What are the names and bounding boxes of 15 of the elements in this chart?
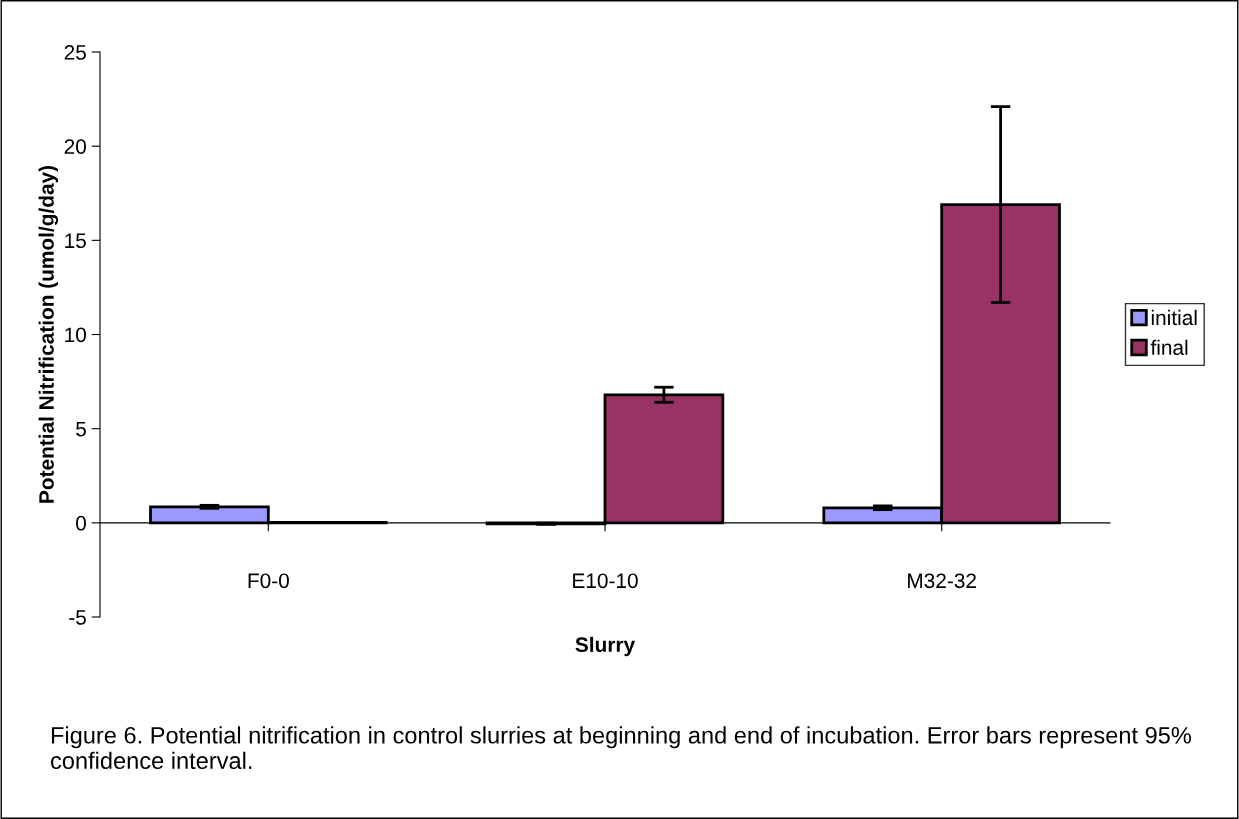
y-tick-label: 25 [64, 45, 86, 60]
x-tick-label: E10-10 [573, 573, 638, 589]
caption: Figure 6. Potential nitrification in control slurries at beginning and end of incubation. Error bars represent 95% confidence interval. [51, 726, 1191, 770]
y-tick-label: 5 [76, 421, 86, 437]
y-axis-title: Potential Nitrification (umol/g/day) [38, 165, 59, 503]
y-tick-label: 0 [76, 515, 86, 531]
y-tick-label: -5 [69, 610, 86, 625]
legend-label: initial [1151, 309, 1197, 326]
x-axis-title: Slurry [575, 636, 635, 657]
y-tick-label: 20 [64, 139, 86, 154]
y-tick-label: 15 [65, 233, 86, 249]
legend-label: final [1150, 339, 1188, 356]
y-tick-label: 10 [65, 327, 86, 343]
x-tick-label: M32-32 [908, 573, 976, 589]
x-tick-label: F0-0 [248, 573, 289, 589]
